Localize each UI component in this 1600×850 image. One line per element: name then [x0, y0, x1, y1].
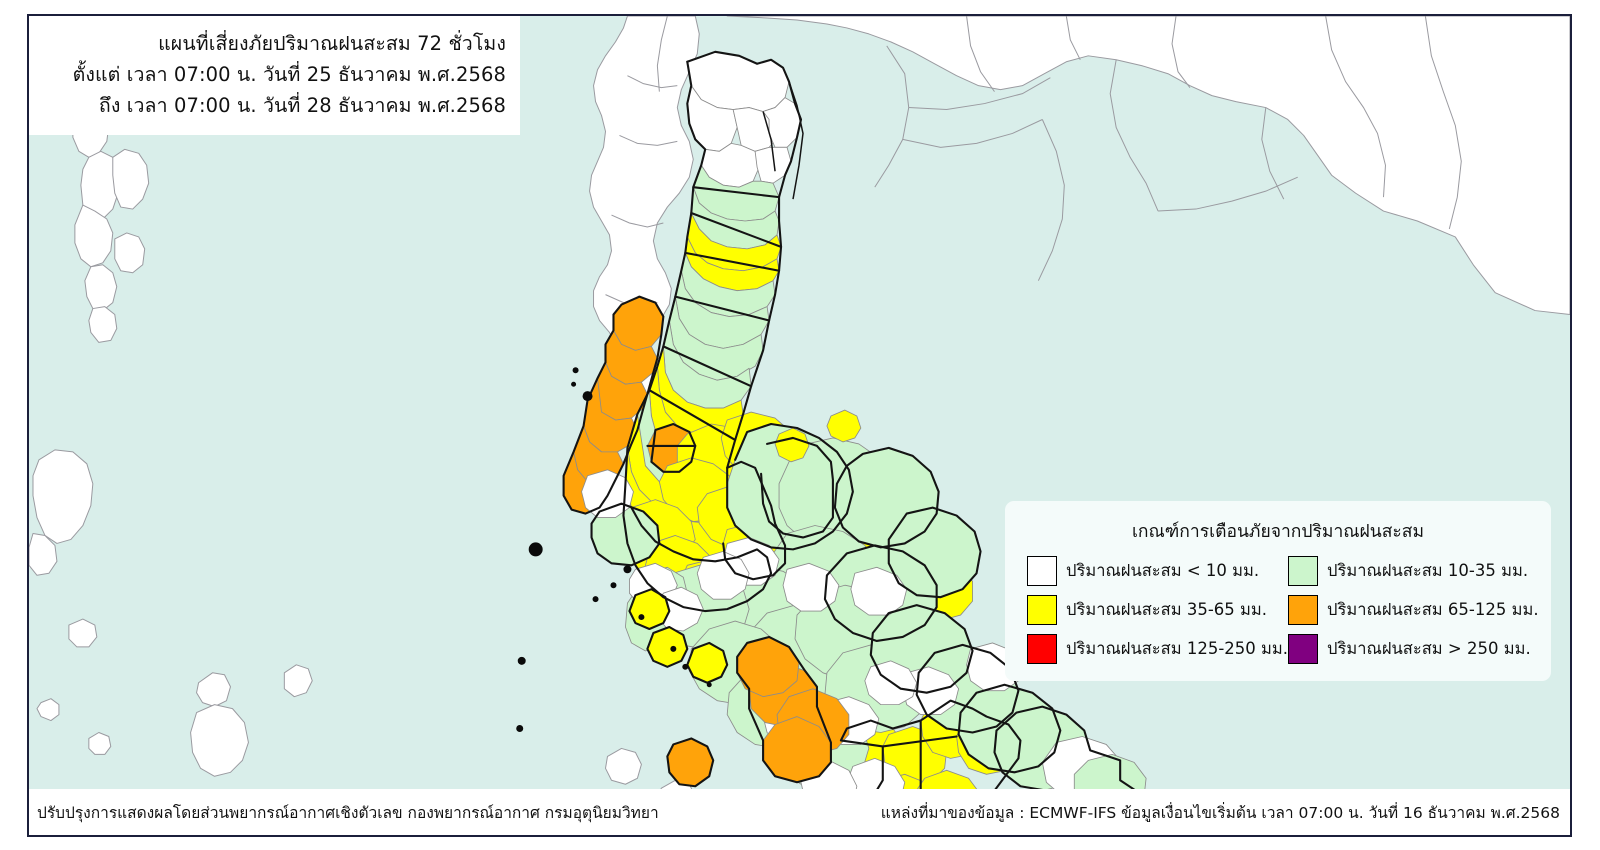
legend-grid: ปริมาณฝนสะสม < 10 มม. ปริมาณฝนสะสม 10-35…	[1005, 556, 1551, 664]
legend-label-125-250: ปริมาณฝนสะสม 125-250 มม.	[1066, 639, 1289, 658]
misc-small-islands	[36, 698, 112, 755]
legend-swatch-lt10	[1027, 556, 1057, 586]
legend-heading: เกณฑ์การเตือนภัยจากปริมาณฝนสะสม	[1131, 522, 1425, 542]
legend-item-lt10[interactable]: ปริมาณฝนสะสม < 10 มม.	[1027, 556, 1288, 586]
legend-swatch-65-125	[1288, 595, 1319, 625]
footer-source-right: แหล่งที่มาของข้อมูล : ECMWF-IFS ข้อมูลเง…	[880, 803, 1560, 822]
legend-swatch-125-250	[1027, 634, 1057, 664]
footer-bar: ปรับปรุงการแสดงผลโดยส่วนพยากรณ์อากาศเชิง…	[29, 789, 1570, 835]
foreign-land-indochina	[726, 16, 1570, 316]
district-white-3	[696, 550, 750, 600]
legend-panel: เกณฑ์การเตือนภัยจากปริมาณฝนสะสม ปริมาณฝน…	[1005, 501, 1551, 681]
title-line-2: ตั้งแต่ เวลา 07:00 น. วันที่ 25 ธันวาคม …	[72, 63, 506, 86]
rock-islets	[516, 367, 712, 733]
district-yellow-isle-phangan	[774, 427, 810, 463]
legend-label-10-35: ปริมาณฝนสะสม 10-35 มม.	[1327, 561, 1529, 580]
legend-item-10-35[interactable]: ปริมาณฝนสะสม 10-35 มม.	[1288, 556, 1539, 586]
coastline-detail	[762, 81, 804, 200]
title-line-1: แผนที่เสี่ยงภัยปริมาณฝนสะสม 72 ชั่วโมง	[158, 32, 506, 55]
map-frame: .sea { fill:#d9eeea; } .land { fill:#fff…	[27, 14, 1572, 837]
legend-item-65-125[interactable]: ปริมาณฝนสะสม 65-125 มม.	[1288, 595, 1539, 625]
footer-credit-left: ปรับปรุงการแสดงผลโดยส่วนพยากรณ์อากาศเชิง…	[37, 803, 659, 822]
district-yellow-isle-samui	[826, 409, 862, 443]
legend-swatch-gt250	[1288, 634, 1319, 664]
legend-label-35-65: ปริมาณฝนสะสม 35-65 มม.	[1066, 600, 1268, 619]
legend-swatch-10-35	[1288, 556, 1319, 586]
legend-item-gt250[interactable]: ปริมาณฝนสะสม > 250 มม.	[1288, 634, 1539, 664]
legend-item-35-65[interactable]: ปริมาณฝนสะสม 35-65 มม.	[1027, 595, 1288, 625]
legend-item-125-250[interactable]: ปริมาณฝนสะสม 125-250 มม.	[1027, 634, 1288, 664]
legend-label-lt10: ปริมาณฝนสะสม < 10 มม.	[1066, 561, 1260, 580]
rainfall-risk-map[interactable]: .sea { fill:#d9eeea; } .land { fill:#fff…	[29, 16, 1570, 835]
title-line-3: ถึง เวลา 07:00 น. วันที่ 28 ธันวาคม พ.ศ.…	[98, 94, 506, 117]
legend-swatch-35-65	[1027, 595, 1057, 625]
map-title-card: แผนที่เสี่ยงภัยปริมาณฝนสะสม 72 ชั่วโมง ต…	[29, 16, 520, 135]
legend-label-65-125: ปริมาณฝนสะสม 65-125 มม.	[1327, 600, 1539, 619]
legend-label-gt250: ปริมาณฝนสะสม > 250 มม.	[1327, 639, 1531, 658]
